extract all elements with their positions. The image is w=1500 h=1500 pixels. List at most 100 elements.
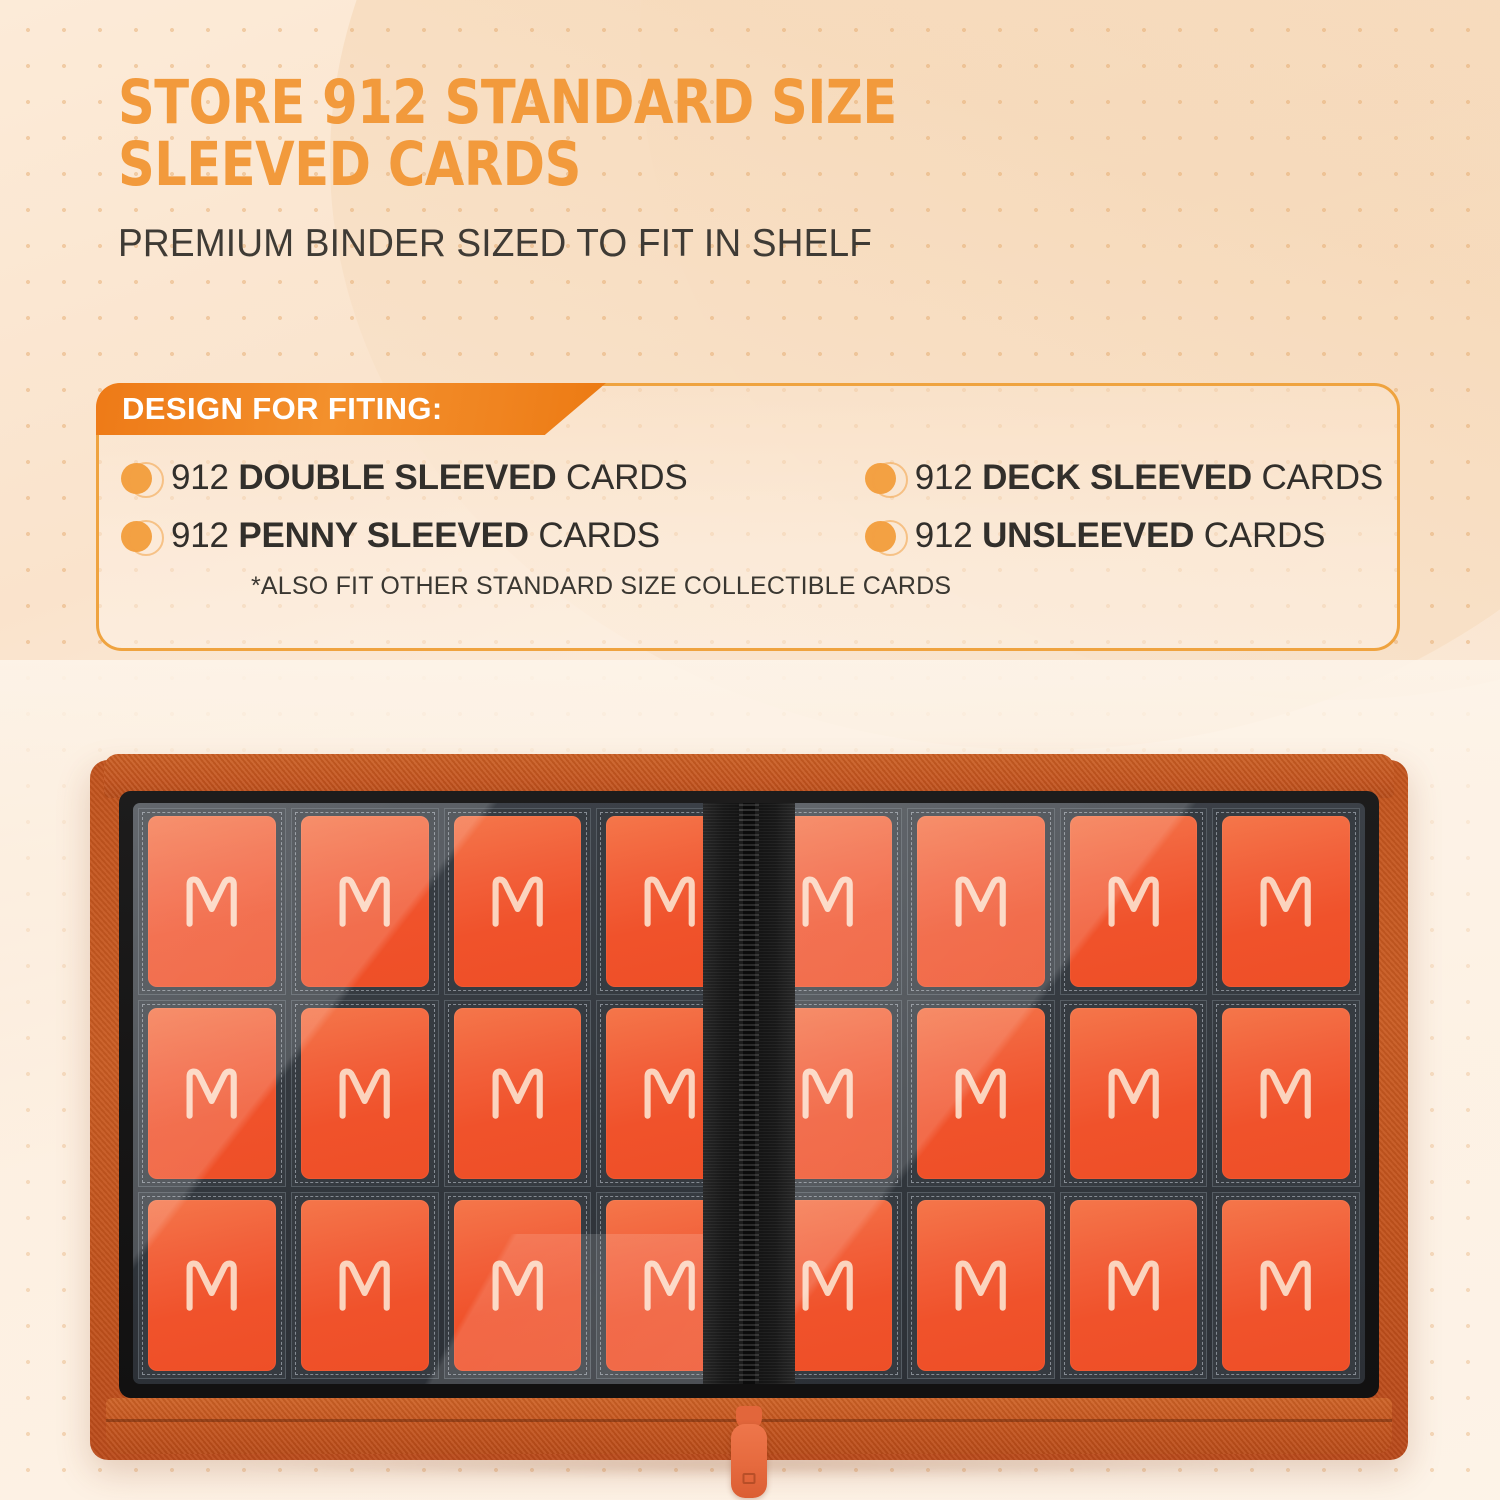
card-pocket [138, 808, 286, 995]
trading-card [453, 1008, 582, 1179]
headline-line-1: STORE 912 STANDARD SIZE [118, 67, 897, 138]
m-letter-logo-icon [644, 1068, 696, 1119]
bullet-count: 912 [914, 516, 983, 555]
bullet-suffix: CARDS [528, 516, 660, 555]
binder-pages [133, 803, 1365, 1384]
m-letter-logo-icon [1108, 1260, 1159, 1311]
card-pocket [1059, 1000, 1208, 1187]
page-title: STORE 912 STANDARD SIZE SLEEVED CARDS [118, 67, 1160, 201]
trading-card [148, 1008, 276, 1179]
page-subtitle: PREMIUM BINDER SIZED TO FIT IN SHELF [118, 222, 873, 266]
m-letter-logo-icon [339, 1260, 390, 1311]
zipper-teeth [739, 803, 759, 1384]
trading-card [916, 1200, 1045, 1371]
m-letter-logo-icon [1108, 1068, 1159, 1119]
bullet-label: 912 PENNY SLEEVED CARDS [171, 516, 660, 556]
card-pocket [1212, 1000, 1360, 1187]
card-pocket [906, 1192, 1055, 1379]
bullet-suffix: CARDS [1194, 516, 1326, 555]
trading-card [916, 816, 1045, 987]
zipper-pull-body [731, 1424, 767, 1498]
bullet-emphasis: DOUBLE SLEEVED [238, 458, 557, 497]
m-letter-logo-icon [186, 1068, 238, 1119]
headline-line-2: SLEEVED CARDS [118, 129, 581, 201]
trading-card [453, 1200, 582, 1371]
bullet-suffix: CARDS [1251, 458, 1383, 497]
trading-card [148, 816, 276, 987]
card-pocket [1059, 1192, 1208, 1379]
design-for-fitting-panel: DESIGN FOR FITING: 912 DOUBLE SLEEVED CA… [96, 383, 1400, 651]
zipper-pull-brand-mark [742, 1473, 756, 1484]
m-letter-logo-icon [492, 876, 543, 927]
trading-card [453, 816, 582, 987]
card-pocket [138, 1192, 286, 1379]
binder-top-binding [104, 754, 1394, 798]
list-item: 912 UNSLEEVED CARDS [729, 516, 1383, 556]
binder-page-right [749, 803, 1365, 1384]
trading-card [1069, 816, 1198, 987]
bullet-suffix: CARDS [556, 458, 688, 497]
m-letter-logo-icon [802, 1068, 854, 1119]
header-block: STORE 912 STANDARD SIZE SLEEVED CARDS PR… [118, 67, 1238, 266]
circle-bullet-icon [121, 519, 164, 556]
card-pocket [443, 1000, 592, 1187]
bullet-emphasis: DECK SLEEVED [982, 458, 1252, 497]
m-letter-logo-icon [802, 1260, 854, 1311]
card-pocket [1212, 1192, 1360, 1379]
trading-card [1069, 1200, 1198, 1371]
card-pocket [443, 808, 592, 995]
trading-card [1069, 1008, 1198, 1179]
m-letter-logo-icon [492, 1068, 543, 1119]
feature-bullet-grid: 912 DOUBLE SLEEVED CARDS 912 DECK SLEEVE… [121, 458, 1383, 556]
list-item: 912 PENNY SLEEVED CARDS [121, 516, 729, 556]
binder-page-left [133, 803, 749, 1384]
m-letter-logo-icon [1108, 876, 1159, 927]
card-pocket [1059, 808, 1208, 995]
m-letter-logo-icon [186, 876, 238, 927]
card-pocket [443, 1192, 592, 1379]
m-letter-logo-icon [644, 1260, 696, 1311]
card-pocket [1212, 808, 1360, 995]
bullet-count: 912 [171, 458, 239, 497]
panel-banner-label: DESIGN FOR FITING: [122, 391, 443, 426]
bullet-count: 912 [914, 458, 983, 497]
card-pocket [906, 1000, 1055, 1187]
card-pocket [290, 1000, 439, 1187]
m-letter-logo-icon [339, 1068, 390, 1119]
m-letter-logo-icon [492, 1260, 543, 1311]
circle-bullet-icon [864, 461, 908, 498]
trading-card [1222, 1200, 1350, 1371]
m-letter-logo-icon [955, 1260, 1006, 1311]
m-letter-logo-icon [1260, 1260, 1312, 1311]
m-letter-logo-icon [1260, 1068, 1312, 1119]
bullet-emphasis: UNSLEEVED [982, 516, 1195, 555]
zipper-icon [703, 803, 795, 1384]
m-letter-logo-icon [339, 876, 390, 927]
m-letter-logo-icon [186, 1260, 238, 1311]
trading-card [1222, 816, 1350, 987]
list-item: 912 DECK SLEEVED CARDS [729, 458, 1383, 498]
trading-card [148, 1200, 276, 1371]
trading-card [1222, 1008, 1350, 1179]
m-letter-logo-icon [955, 1068, 1006, 1119]
m-letter-logo-icon [802, 876, 854, 927]
m-letter-logo-icon [1260, 876, 1312, 927]
bullet-label: 912 DECK SLEEVED CARDS [915, 458, 1383, 498]
product-image-binder [90, 754, 1408, 1498]
circle-bullet-icon [121, 461, 164, 498]
card-pocket [906, 808, 1055, 995]
bullet-label: 912 UNSLEEVED CARDS [915, 516, 1326, 556]
trading-card [916, 1008, 1045, 1179]
list-item: 912 DOUBLE SLEEVED CARDS [121, 458, 729, 498]
m-letter-logo-icon [955, 876, 1006, 927]
m-letter-logo-icon [644, 876, 696, 927]
zipper-pull-tab [730, 1406, 768, 1498]
trading-card [300, 816, 429, 987]
trading-card [300, 1200, 429, 1371]
circle-bullet-icon [864, 519, 908, 556]
bullet-label: 912 DOUBLE SLEEVED CARDS [171, 458, 688, 498]
bullet-count: 912 [171, 516, 239, 555]
card-pocket [138, 1000, 286, 1187]
panel-banner: DESIGN FOR FITING: [96, 383, 606, 435]
card-pocket [290, 808, 439, 995]
